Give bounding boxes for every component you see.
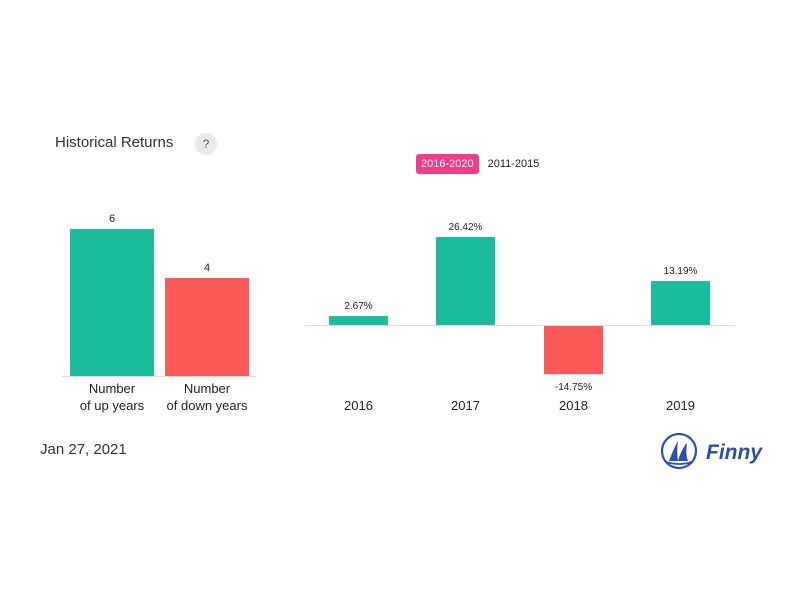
year-label: 2017 bbox=[451, 398, 480, 413]
data-label: 26.42% bbox=[449, 222, 483, 233]
year-label: 2019 bbox=[666, 398, 695, 413]
range-tabs: 2016-2020 2011-2015 bbox=[416, 154, 544, 174]
category-label: of up years bbox=[80, 398, 145, 413]
year-label: 2018 bbox=[559, 398, 588, 413]
up-down-years-chart: 6 Number of up years 4 Number of down years bbox=[62, 213, 256, 413]
bar-down-years bbox=[165, 278, 249, 376]
logo-wordmark: Finny bbox=[706, 441, 763, 464]
bar-year-2016 bbox=[329, 316, 388, 325]
category-label: of down years bbox=[167, 398, 248, 413]
chart-title: Historical Returns bbox=[55, 134, 174, 151]
bar-up-years bbox=[70, 229, 154, 376]
help-icon[interactable]: ? bbox=[195, 133, 217, 155]
data-label: 13.19% bbox=[664, 266, 698, 277]
data-label: 4 bbox=[204, 262, 210, 274]
finny-logo: Finny bbox=[660, 432, 763, 470]
logo-sail-2 bbox=[678, 443, 688, 461]
logo-sail-1 bbox=[669, 441, 678, 461]
category-label: Number bbox=[184, 381, 231, 396]
bar-year-2019 bbox=[651, 281, 710, 325]
logo-circle bbox=[660, 432, 698, 470]
tab-2011-2015[interactable]: 2011-2015 bbox=[487, 158, 540, 170]
category-label: Number bbox=[89, 381, 136, 396]
data-label: -14.75% bbox=[555, 382, 592, 393]
data-label: 6 bbox=[109, 213, 115, 225]
annual-returns-chart: 2.67% 2016 26.42% 2017 -14.75% 2018 13.19% 2019 bbox=[305, 222, 735, 413]
bar-year-2017 bbox=[436, 237, 495, 325]
data-label: 2.67% bbox=[344, 301, 372, 312]
as-of-date: Jan 27, 2021 bbox=[40, 441, 127, 458]
tab-2016-2020[interactable]: 2016-2020 bbox=[416, 154, 479, 174]
year-label: 2016 bbox=[344, 398, 373, 413]
bar-year-2018 bbox=[544, 325, 603, 375]
logo-water bbox=[665, 461, 693, 465]
